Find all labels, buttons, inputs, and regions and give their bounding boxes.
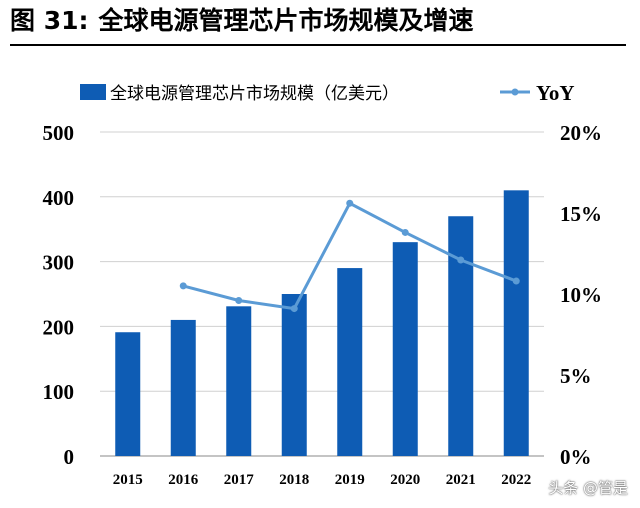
yoy-point-2016	[179, 282, 187, 290]
legend-line-label: YoY	[536, 81, 575, 105]
bar-2018	[281, 294, 307, 456]
right-tick-label: 10%	[560, 283, 602, 307]
yoy-point-2021	[457, 256, 465, 264]
figure-number: 图 31:	[10, 6, 89, 35]
figure-title-text: 全球电源管理芯片市场规模及增速	[98, 6, 474, 35]
legend-bar-swatch	[80, 84, 106, 100]
right-tick-label: 20%	[560, 121, 602, 145]
x-tick-label: 2022	[501, 472, 531, 488]
legend-bar-label: 全球电源管理芯片市场规模（亿美元）	[110, 84, 399, 104]
x-tick-label: 2016	[168, 472, 199, 488]
figure-title: 图 31: 全球电源管理芯片市场规模及增速	[10, 2, 630, 42]
x-tick-label: 2019	[335, 472, 365, 488]
x-tick-label: 2021	[446, 472, 476, 488]
x-tick-label: 2015	[113, 472, 143, 488]
right-tick-label: 5%	[560, 364, 592, 388]
x-tick-label: 2018	[279, 472, 309, 488]
right-tick-label: 15%	[560, 202, 602, 226]
bar-2022	[503, 190, 529, 456]
watermark: 头条 @管是	[548, 479, 628, 497]
left-tick-label: 200	[43, 315, 75, 339]
yoy-point-2020	[401, 228, 409, 236]
yoy-point-2022	[512, 277, 520, 285]
yoy-point-2018	[290, 305, 298, 313]
right-tick-label: 0%	[560, 445, 592, 469]
title-rule	[10, 44, 626, 46]
bar-2017	[226, 306, 252, 456]
yoy-point-2017	[235, 296, 243, 304]
left-tick-label: 0	[64, 445, 75, 469]
bar-2016	[170, 319, 196, 456]
left-tick-label: 100	[43, 380, 75, 404]
yoy-point-2019	[346, 199, 354, 207]
bar-2021	[448, 216, 474, 456]
bar-2019	[337, 268, 363, 456]
left-tick-label: 400	[43, 186, 75, 210]
bar-2020	[392, 242, 418, 456]
x-tick-label: 2020	[390, 472, 420, 488]
x-tick-label: 2017	[224, 472, 255, 488]
legend-line-marker	[511, 88, 519, 96]
bar-2015	[115, 332, 141, 456]
left-tick-label: 500	[43, 121, 75, 145]
left-tick-label: 300	[43, 251, 75, 275]
